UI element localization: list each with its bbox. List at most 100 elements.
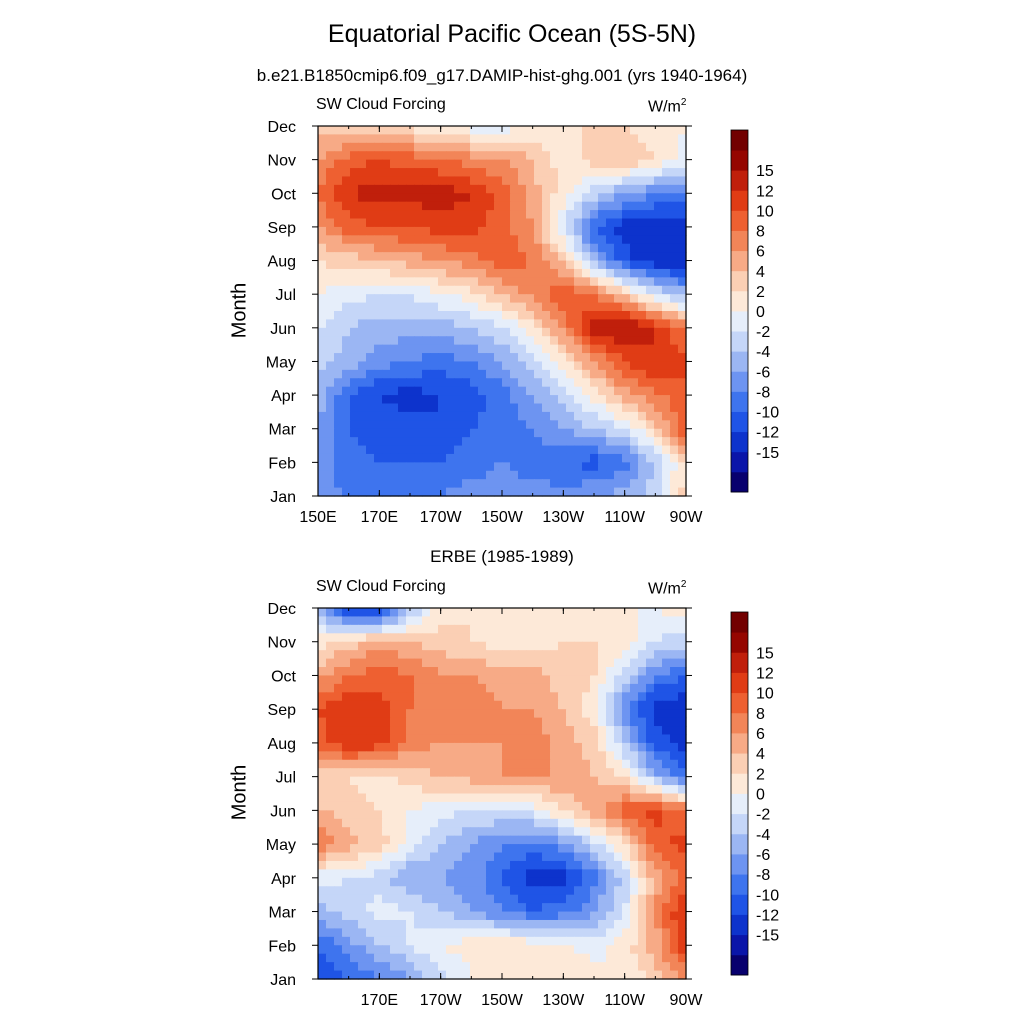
heat-cell	[542, 726, 551, 736]
heat-cell	[470, 386, 479, 396]
heat-cell	[382, 742, 391, 752]
heat-cell	[654, 608, 663, 618]
heat-cell	[334, 962, 343, 972]
heat-cell	[414, 327, 423, 337]
heat-cell	[582, 726, 591, 736]
heat-cell	[510, 176, 519, 186]
heat-cell	[574, 886, 583, 896]
heat-cell	[622, 176, 631, 186]
heat-cell	[670, 487, 679, 497]
heat-cell	[342, 768, 351, 778]
heat-cell	[422, 726, 431, 736]
heat-cell	[590, 252, 599, 262]
heat-cell	[558, 827, 567, 837]
heat-cell	[462, 126, 471, 136]
heat-cell	[510, 658, 519, 668]
heat-cell	[678, 184, 687, 194]
heat-cell	[454, 403, 463, 413]
heat-cell	[462, 616, 471, 626]
heat-cell	[662, 176, 671, 186]
heat-cell	[382, 369, 391, 379]
heat-cell	[382, 151, 391, 161]
heat-cell	[342, 953, 351, 963]
heat-cell	[374, 445, 383, 455]
heat-cell	[414, 369, 423, 379]
heat-cell	[462, 801, 471, 811]
heat-cell	[606, 403, 615, 413]
heat-cell	[334, 134, 343, 144]
heat-cell	[566, 911, 575, 921]
heat-cell	[654, 928, 663, 938]
heat-cell	[630, 437, 639, 447]
heat-cell	[414, 827, 423, 837]
heat-cell	[502, 658, 511, 668]
heat-cell	[566, 683, 575, 693]
heat-cell	[590, 226, 599, 236]
heat-cell	[446, 260, 455, 270]
heat-cell	[518, 894, 527, 904]
heat-cell	[358, 801, 367, 811]
heat-cell	[510, 911, 519, 921]
heat-cell	[590, 218, 599, 228]
heat-cell	[598, 487, 607, 497]
heat-cell	[406, 886, 415, 896]
heat-cell	[542, 810, 551, 820]
heat-cell	[598, 962, 607, 972]
heat-cell	[518, 479, 527, 489]
heat-cell	[550, 353, 559, 363]
heat-cell	[486, 970, 495, 980]
colorbar-swatch	[731, 874, 748, 895]
colorbar-swatch	[731, 391, 748, 412]
heat-cell	[350, 734, 359, 744]
heat-cell	[558, 159, 567, 169]
heat-cell	[430, 151, 439, 161]
heat-cell	[350, 785, 359, 795]
heat-cell	[638, 759, 647, 769]
heat-cell	[374, 860, 383, 870]
heat-cell	[350, 403, 359, 413]
heat-cell	[614, 193, 623, 203]
heat-cell	[502, 692, 511, 702]
heat-cell	[366, 793, 375, 803]
heat-cell	[406, 218, 415, 228]
heat-cell	[374, 936, 383, 946]
heat-cell	[638, 277, 647, 287]
heat-cell	[382, 142, 391, 152]
heat-cell	[510, 945, 519, 955]
heat-cell	[518, 327, 527, 337]
heat-cell	[678, 201, 687, 211]
heat-cell	[622, 437, 631, 447]
heat-cell	[518, 928, 527, 938]
heat-cell	[558, 386, 567, 396]
heat-cell	[398, 218, 407, 228]
heat-cell	[366, 801, 375, 811]
heat-cell	[454, 624, 463, 634]
heat-cell	[566, 776, 575, 786]
heat-cell	[446, 759, 455, 769]
heat-cell	[430, 411, 439, 421]
heat-cell	[662, 142, 671, 152]
heat-cell	[590, 667, 599, 677]
heat-cell	[510, 235, 519, 245]
heat-cell	[638, 176, 647, 186]
heat-cell	[590, 835, 599, 845]
heat-cell	[654, 151, 663, 161]
heat-cell	[614, 675, 623, 685]
heat-cell	[454, 361, 463, 371]
heat-cell	[414, 734, 423, 744]
heat-cell	[430, 462, 439, 472]
heat-cell	[606, 411, 615, 421]
heat-cell	[510, 294, 519, 304]
heat-cell	[678, 852, 687, 862]
heat-cell	[654, 218, 663, 228]
heat-cell	[398, 675, 407, 685]
heat-cell	[630, 911, 639, 921]
heat-cell	[534, 734, 543, 744]
heat-cell	[422, 717, 431, 727]
heat-cell	[470, 260, 479, 270]
heat-cell	[510, 395, 519, 405]
heat-cell	[398, 420, 407, 430]
heat-cell	[622, 667, 631, 677]
heat-cell	[398, 378, 407, 388]
heat-cell	[494, 184, 503, 194]
